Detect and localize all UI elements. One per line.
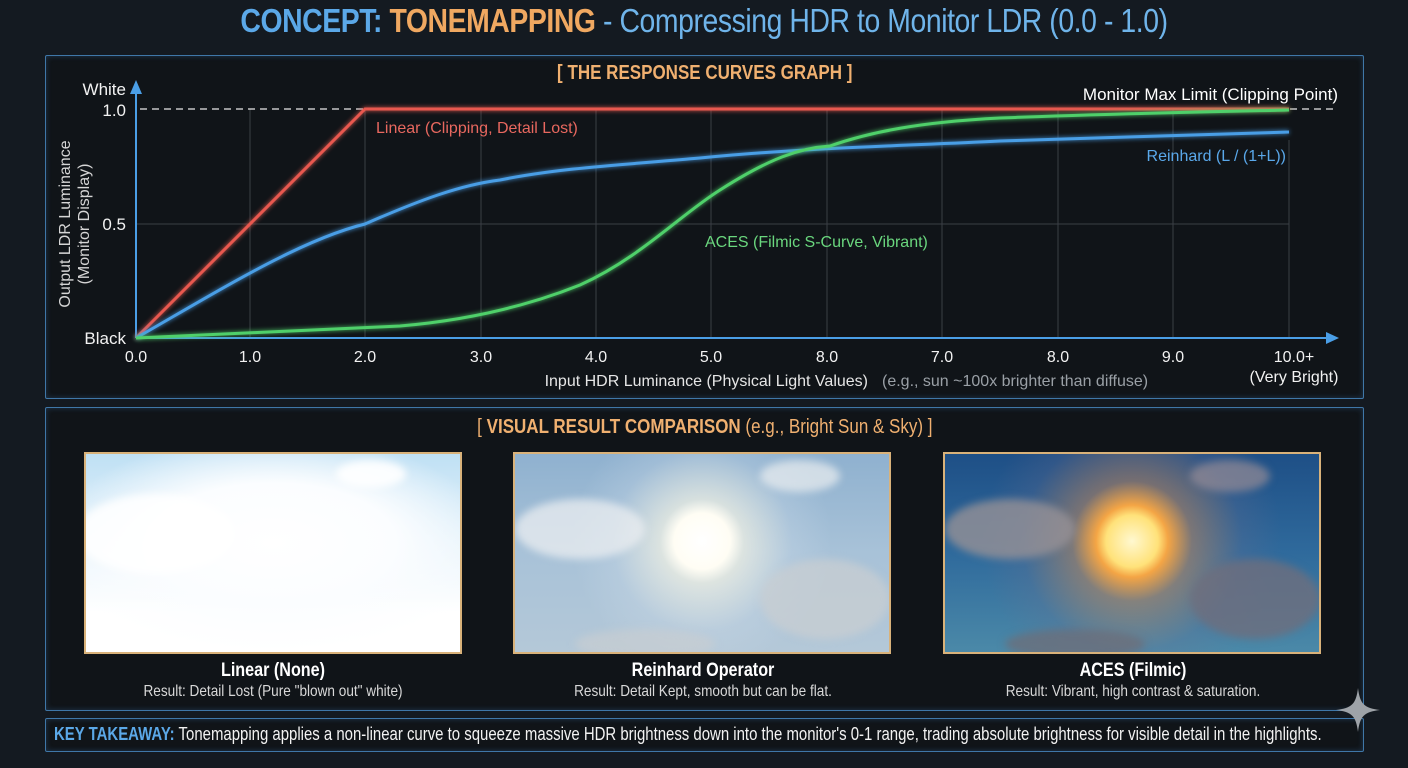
y-tick-1: 1.0 [102,101,126,120]
aces-result-image [943,452,1321,654]
x-axis-title: Input HDR Luminance (Physical Light Valu… [545,373,868,390]
title-subtitle: - Compressing HDR to Monitor LDR (0.0 - … [602,2,1168,39]
aces-caption: ACES (Filmic) Result: Vibrant, high cont… [913,660,1353,701]
aces-curve [135,108,1290,340]
x-ticks: 0.0 1.0 2.0 3.0 4.0 5.0 8.0 7.0 8.0 9.0 … [125,349,1339,386]
key-takeaway-body: Tonemapping applies a non-linear curve t… [178,724,1322,744]
svg-text:7.0: 7.0 [931,349,953,366]
svg-text:4.0: 4.0 [585,349,607,366]
aces-caption-title: ACES (Filmic) [1079,660,1187,681]
reinhard-caption: Reinhard Operator Result: Detail Kept, s… [483,660,923,701]
x-axis-note: (e.g., sun ~100x brighter than diffuse) [882,373,1148,390]
svg-text:0.0: 0.0 [125,349,147,366]
aces-caption-result: Result: Vibrant, high contrast & saturat… [1005,683,1261,700]
svg-text:8.0: 8.0 [816,349,838,366]
linear-caption: Linear (None) Result: Detail Lost (Pure … [53,660,493,701]
aces-curve-label: ACES (Filmic S-Curve, Vibrant) [705,234,928,251]
linear-caption-result: Result: Detail Lost (Pure "blown out" wh… [143,683,403,700]
svg-text:8.0: 8.0 [1047,349,1069,366]
key-takeaway-panel: KEY TAKEAWAY: Tonemapping applies a non-… [45,718,1364,752]
key-takeaway-label: KEY TAKEAWAY: [54,724,175,744]
y-label-black: Black [84,329,126,348]
y-axis-title-line2: (Monitor Display) [76,164,93,285]
title-concept: CONCEPT: [240,2,383,39]
comparison-heading: [ VISUAL RESULT COMPARISON (e.g., Bright… [476,416,933,438]
chart-grid [136,109,1290,338]
linear-result-image [84,452,462,654]
clip-label: Monitor Max Limit (Clipping Point) [1083,85,1338,104]
reinhard-result-image [513,452,891,654]
reinhard-caption-result: Result: Detail Kept, smooth but can be f… [574,683,832,700]
sparkle-icon [1336,688,1380,732]
reinhard-curve [135,130,1290,340]
reinhard-caption-title: Reinhard Operator [631,660,775,681]
svg-text:2.0: 2.0 [354,349,376,366]
svg-text:1.0: 1.0 [239,349,261,366]
key-takeaway-text: KEY TAKEAWAY: Tonemapping applies a non-… [54,724,1322,745]
linear-curve [134,107,1289,340]
svg-text:5.0: 5.0 [700,349,722,366]
linear-curve-label: Linear (Clipping, Detail Lost) [376,120,578,137]
title-tonemapping: TONEMAPPING [389,2,596,39]
svg-text:10.0+: 10.0+ [1274,349,1314,366]
svg-text:3.0: 3.0 [470,349,492,366]
y-axis-title-line1: Output LDR Luminance [57,140,74,307]
response-curves-chart: White 1.0 0.5 Black Output LDR Luminance… [57,80,1339,390]
page-title: CONCEPT: TONEMAPPING - Compressing HDR t… [99,2,1310,40]
svg-text:9.0: 9.0 [1162,349,1184,366]
y-label-white: White [83,80,126,99]
svg-text:(Very Bright): (Very Bright) [1250,369,1339,386]
y-axis-arrow-icon [130,80,142,94]
x-axis-arrow-icon [1326,332,1339,344]
reinhard-curve-label: Reinhard (L / (1+L)) [1147,148,1286,165]
linear-caption-title: Linear (None) [220,660,326,681]
y-tick-0-5: 0.5 [102,215,126,234]
graph-heading: [ THE RESPONSE CURVES GRAPH ] [556,62,853,84]
